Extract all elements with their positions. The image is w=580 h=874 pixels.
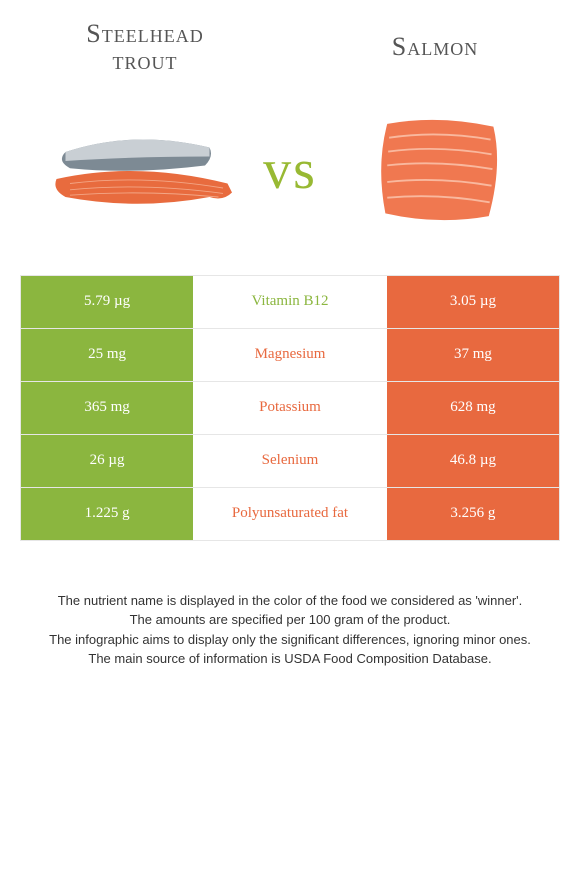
right-food-title: Salmon <box>320 32 550 62</box>
comparison-table: 5.79 µgVitamin B123.05 µg25 mgMagnesium3… <box>20 275 560 541</box>
left-food-image <box>30 95 253 245</box>
left-food-name-line1: Steelhead <box>86 19 203 48</box>
footnote-line: The main source of information is USDA F… <box>30 649 550 669</box>
left-value: 26 µg <box>21 435 193 487</box>
nutrient-name: Vitamin B12 <box>193 276 387 328</box>
table-row: 365 mgPotassium628 mg <box>20 382 560 435</box>
footnote-line: The amounts are specified per 100 gram o… <box>30 610 550 630</box>
table-row: 5.79 µgVitamin B123.05 µg <box>20 275 560 329</box>
table-row: 25 mgMagnesium37 mg <box>20 329 560 382</box>
left-food-name-line2: trout <box>113 46 178 75</box>
footnote-line: The infographic aims to display only the… <box>30 630 550 650</box>
left-food-title: Steelhead trout <box>30 20 260 75</box>
right-value: 3.05 µg <box>387 276 559 328</box>
nutrient-name: Polyunsaturated fat <box>193 488 387 540</box>
left-value: 5.79 µg <box>21 276 193 328</box>
table-row: 1.225 gPolyunsaturated fat3.256 g <box>20 488 560 541</box>
left-value: 1.225 g <box>21 488 193 540</box>
salmon-icon <box>363 110 513 230</box>
nutrient-name: Magnesium <box>193 329 387 381</box>
vs-label: vs <box>253 138 327 202</box>
right-value: 37 mg <box>387 329 559 381</box>
table-row: 26 µgSelenium46.8 µg <box>20 435 560 488</box>
right-value: 3.256 g <box>387 488 559 540</box>
footnote-line: The nutrient name is displayed in the co… <box>30 591 550 611</box>
right-food-image <box>327 95 550 245</box>
trout-icon <box>47 125 237 215</box>
left-value: 365 mg <box>21 382 193 434</box>
right-value: 46.8 µg <box>387 435 559 487</box>
nutrient-name: Selenium <box>193 435 387 487</box>
images-row: vs <box>20 85 560 275</box>
right-value: 628 mg <box>387 382 559 434</box>
header: Steelhead trout Salmon <box>20 20 560 85</box>
left-value: 25 mg <box>21 329 193 381</box>
right-food-name: Salmon <box>392 32 478 61</box>
footnotes: The nutrient name is displayed in the co… <box>20 591 560 669</box>
nutrient-name: Potassium <box>193 382 387 434</box>
